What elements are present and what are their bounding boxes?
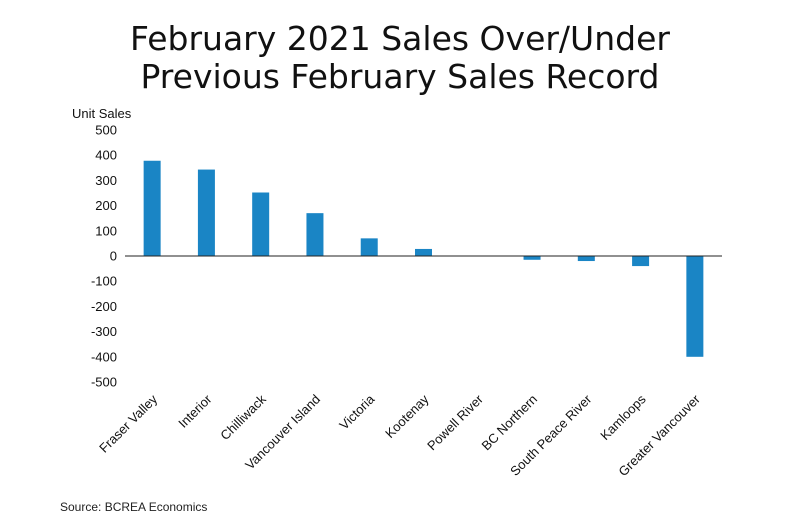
x-tick-label: Kootenay xyxy=(382,391,432,441)
x-tick-label: Interior xyxy=(175,391,215,431)
bar xyxy=(143,160,161,256)
source-note: Source: BCREA Economics xyxy=(60,500,208,514)
chart-title-line-1: February 2021 Sales Over/Under xyxy=(130,19,670,58)
y-tick-label: 400 xyxy=(95,148,117,163)
x-tick-label: Powell River xyxy=(424,391,486,453)
y-axis-label: Unit Sales xyxy=(72,106,132,121)
bar xyxy=(632,256,650,267)
x-tick-label: Fraser Valley xyxy=(96,391,160,455)
chart-title: February 2021 Sales Over/Under Previous … xyxy=(0,20,800,96)
x-tick-label: Chilliwack xyxy=(217,391,269,443)
y-tick-label: -100 xyxy=(91,274,117,289)
y-tick-label: -400 xyxy=(91,349,117,364)
y-tick-label: -300 xyxy=(91,324,117,339)
y-axis-ticks: 500 400 300 200 100 0 -100 -200 -300 -400 -500 xyxy=(91,123,117,390)
x-tick-label: Victoria xyxy=(336,391,378,433)
y-tick-label: -500 xyxy=(91,375,117,390)
y-tick-label: 100 xyxy=(95,223,117,238)
y-tick-label: 300 xyxy=(95,173,117,188)
y-tick-label: 0 xyxy=(110,249,117,264)
bar xyxy=(577,256,595,262)
y-tick-label: 200 xyxy=(95,198,117,213)
x-tick-label: Kamloops xyxy=(597,391,649,443)
bar xyxy=(415,248,432,256)
bar xyxy=(197,169,215,256)
bars xyxy=(143,160,704,357)
bar xyxy=(306,213,324,256)
bar xyxy=(523,256,541,260)
x-axis-labels: Fraser Valley Interior ChilliwackVancouver… xyxy=(96,391,703,479)
bar xyxy=(252,192,270,256)
bar xyxy=(360,238,378,256)
y-tick-label: -200 xyxy=(91,299,117,314)
bar xyxy=(686,256,704,357)
y-tick-label: 500 xyxy=(95,123,117,138)
chart-title-line-2: Previous February Sales Record xyxy=(140,57,660,96)
